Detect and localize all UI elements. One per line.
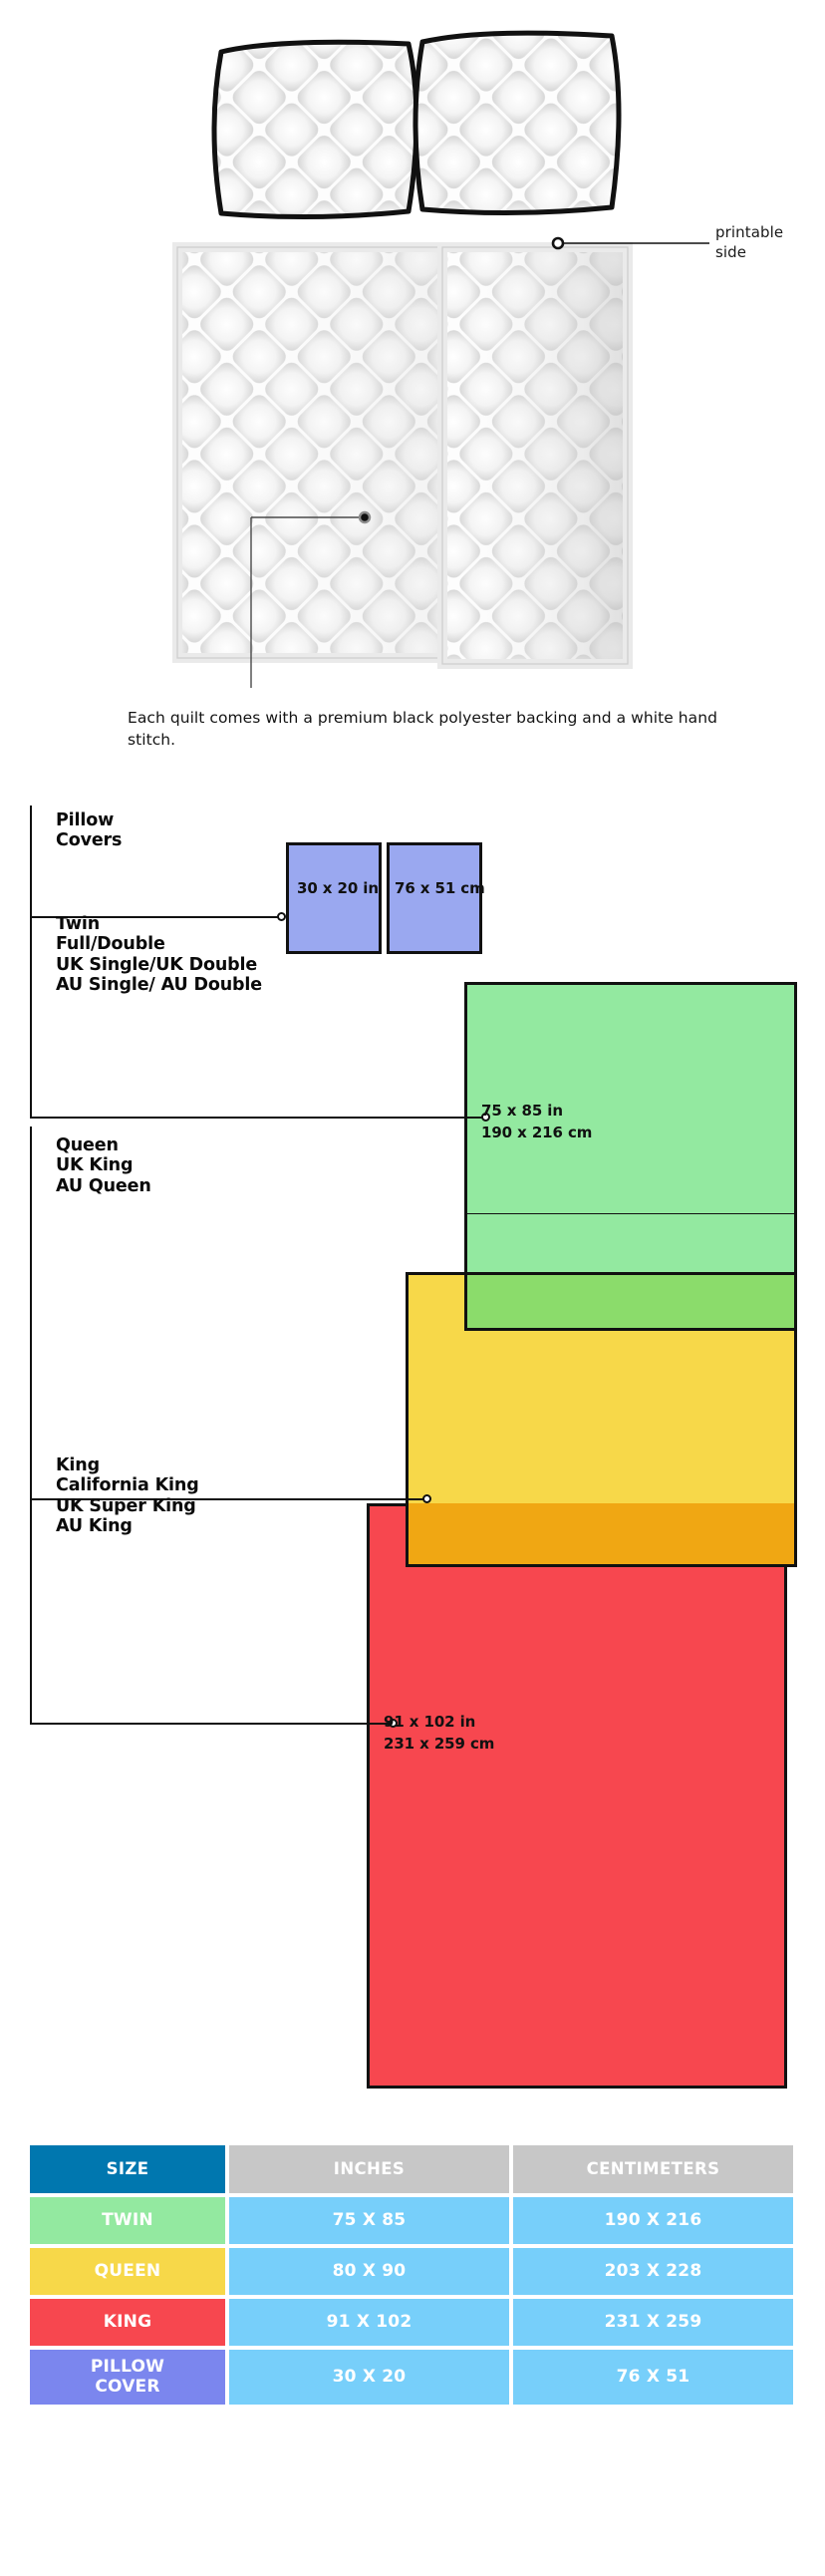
table-row: KING 91 X 102 231 X 259 [30, 2299, 793, 2346]
pillow-cover-leader [30, 805, 286, 921]
table-header-inches: INCHES [229, 2145, 509, 2193]
twin-box-lower[interactable] [464, 1214, 797, 1276]
pillow-cover-group-label: Pillow Covers [56, 810, 123, 851]
table-cell-size: PILLOW COVER [30, 2350, 225, 2405]
table-cell-size: KING [30, 2299, 225, 2346]
table-cell-size: QUEEN [30, 2248, 225, 2295]
backing-marker [358, 510, 372, 524]
king-group-label: King California King UK Super King AU Ki… [56, 1455, 199, 1537]
pillow-cover-dimension-inches: 30 x 20 in [297, 879, 379, 897]
table-header-size: SIZE [30, 2145, 225, 2193]
queen-marker [422, 1494, 431, 1503]
table-header-row: SIZE INCHES CENTIMETERS [30, 2145, 793, 2193]
twin-group-label: Twin Full/Double UK Single/UK Double AU … [56, 914, 262, 996]
queen-box[interactable] [406, 1272, 797, 1535]
table-cell-inches: 75 X 85 [229, 2197, 509, 2244]
king-leader [30, 1450, 398, 1728]
table-cell-centimeters: 231 X 259 [513, 2299, 793, 2346]
quilt-caption: Each quilt comes with a premium black po… [128, 709, 717, 749]
printable-side-leader [551, 236, 709, 250]
table-header-centimeters: CENTIMETERS [513, 2145, 793, 2193]
twin-leader [30, 909, 490, 1122]
table-cell-inches: 80 X 90 [229, 2248, 509, 2295]
king-marker [389, 1719, 398, 1728]
quilt-illustration-svg [172, 30, 709, 688]
pillow-cover-box-inches[interactable] [286, 842, 382, 954]
size-table: SIZE INCHES CENTIMETERS TWIN 75 X 85 190… [30, 2145, 793, 2405]
printable-side-marker [551, 236, 565, 250]
table-cell-inches: 30 X 20 [229, 2350, 509, 2405]
quilt-illustration: printable side [0, 0, 825, 698]
king-dimensions: 91 x 102 in 231 x 259 cm [384, 1713, 495, 1753]
pillow-cover-box-centimeters[interactable] [387, 842, 482, 954]
table-cell-centimeters: 76 X 51 [513, 2350, 793, 2405]
pillow-cover-marker [277, 912, 286, 921]
twin-dimensions: 75 x 85 in 190 x 216 cm [481, 1102, 593, 1141]
pillow-right [412, 30, 622, 216]
table-cell-inches: 91 X 102 [229, 2299, 509, 2346]
pillow-left [211, 39, 419, 220]
table-cell-size: TWIN [30, 2197, 225, 2244]
table-row: PILLOW COVER 30 X 20 76 X 51 [30, 2350, 793, 2405]
table-row: TWIN 75 X 85 190 X 216 [30, 2197, 793, 2244]
quilt-right-drape [437, 242, 633, 669]
twin-box[interactable] [464, 982, 797, 1216]
queen-leader [30, 1127, 431, 1503]
printable-side-label: printable side [715, 223, 784, 262]
size-comparison-diagram: 30 x 20 in 76 x 51 cm Pillow Covers Twin… [0, 798, 825, 2103]
twin-marker [481, 1113, 490, 1122]
pillow-cover-dimension-centimeters: 76 x 51 cm [395, 879, 485, 897]
table-row: QUEEN 80 X 90 203 X 228 [30, 2248, 793, 2295]
backing-leader [250, 510, 372, 688]
queen-group-label: Queen UK King AU Queen [56, 1135, 151, 1196]
king-box[interactable] [367, 1503, 787, 2089]
table-cell-centimeters: 190 X 216 [513, 2197, 793, 2244]
table-cell-centimeters: 203 X 228 [513, 2248, 793, 2295]
